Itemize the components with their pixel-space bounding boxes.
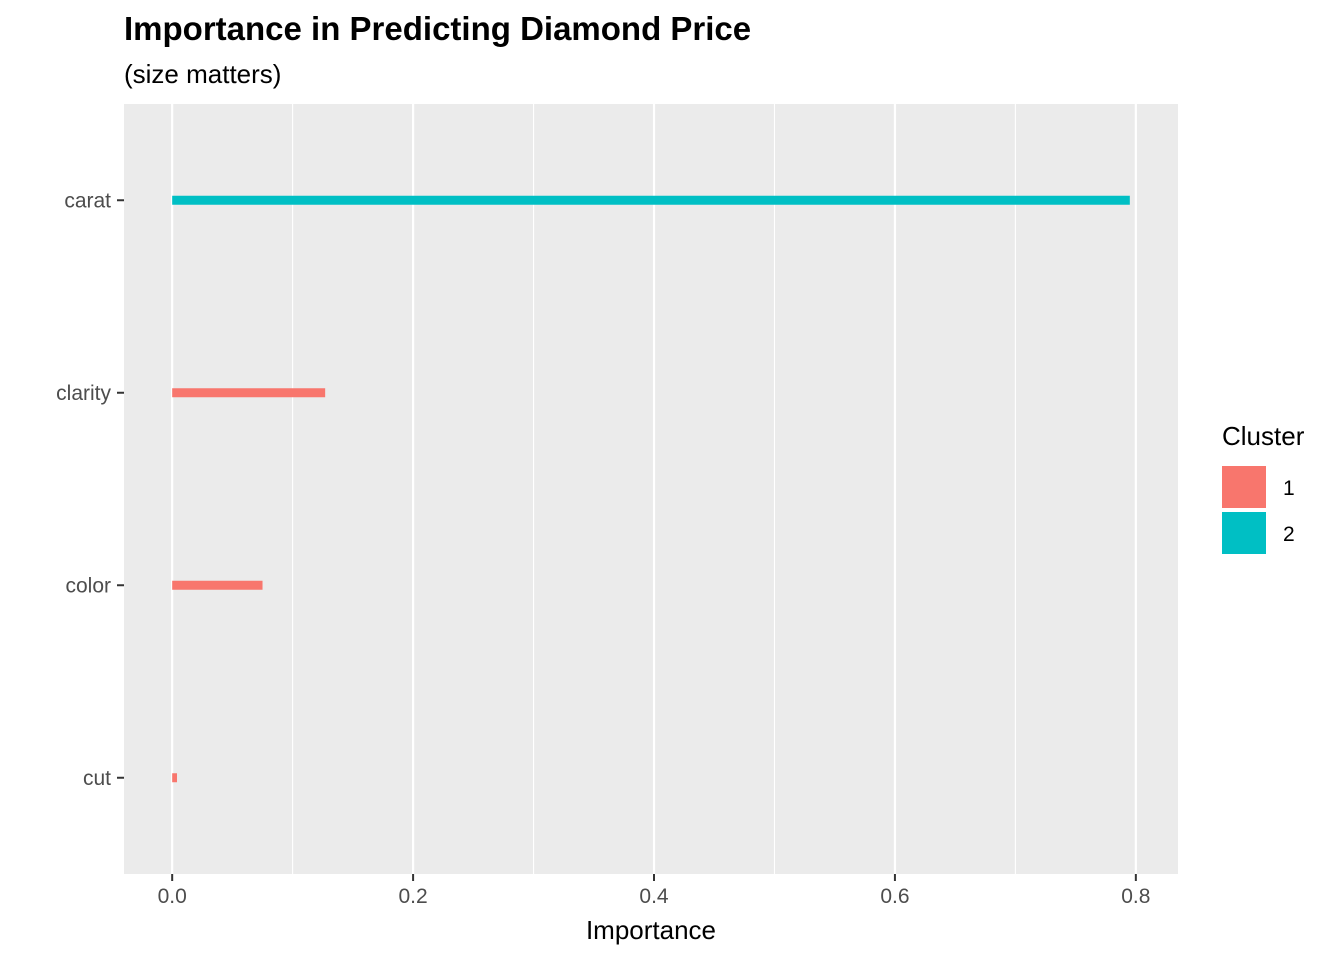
bar-carat (172, 195, 1130, 205)
chart-title: Importance in Predicting Diamond Price (124, 10, 751, 47)
legend: Cluster 12 (1222, 421, 1305, 554)
legend-key-1 (1222, 466, 1266, 508)
y-axis: carat clarity color cut (56, 189, 124, 790)
bar-clarity (172, 388, 326, 398)
bar-color (172, 580, 263, 590)
legend-items: 12 (1222, 466, 1295, 554)
grid-major (171, 104, 1137, 874)
chart-subtitle: (size matters) (124, 59, 281, 89)
plot-panel (124, 104, 1178, 874)
legend-title: Cluster (1222, 421, 1305, 451)
y-tick-label: carat (64, 189, 111, 212)
x-axis-title: Importance (586, 915, 716, 945)
x-tick-label: 0.4 (639, 885, 669, 908)
grid-minor (292, 104, 1016, 874)
legend-key-2 (1222, 512, 1266, 554)
bars (172, 195, 1130, 783)
x-axis: 0.0 0.2 0.4 0.6 0.8 (158, 874, 1150, 908)
x-tick-label: 0.0 (158, 885, 187, 908)
y-tick-label: color (65, 574, 111, 597)
legend-label: 1 (1283, 477, 1295, 500)
legend-label: 2 (1283, 523, 1295, 546)
bar-cut (172, 773, 178, 783)
x-tick-label: 0.2 (398, 885, 427, 908)
x-tick-label: 0.6 (880, 885, 909, 908)
y-tick-label: cut (83, 767, 111, 790)
x-tick-label: 0.8 (1121, 885, 1150, 908)
y-tick-label: clarity (56, 382, 111, 405)
